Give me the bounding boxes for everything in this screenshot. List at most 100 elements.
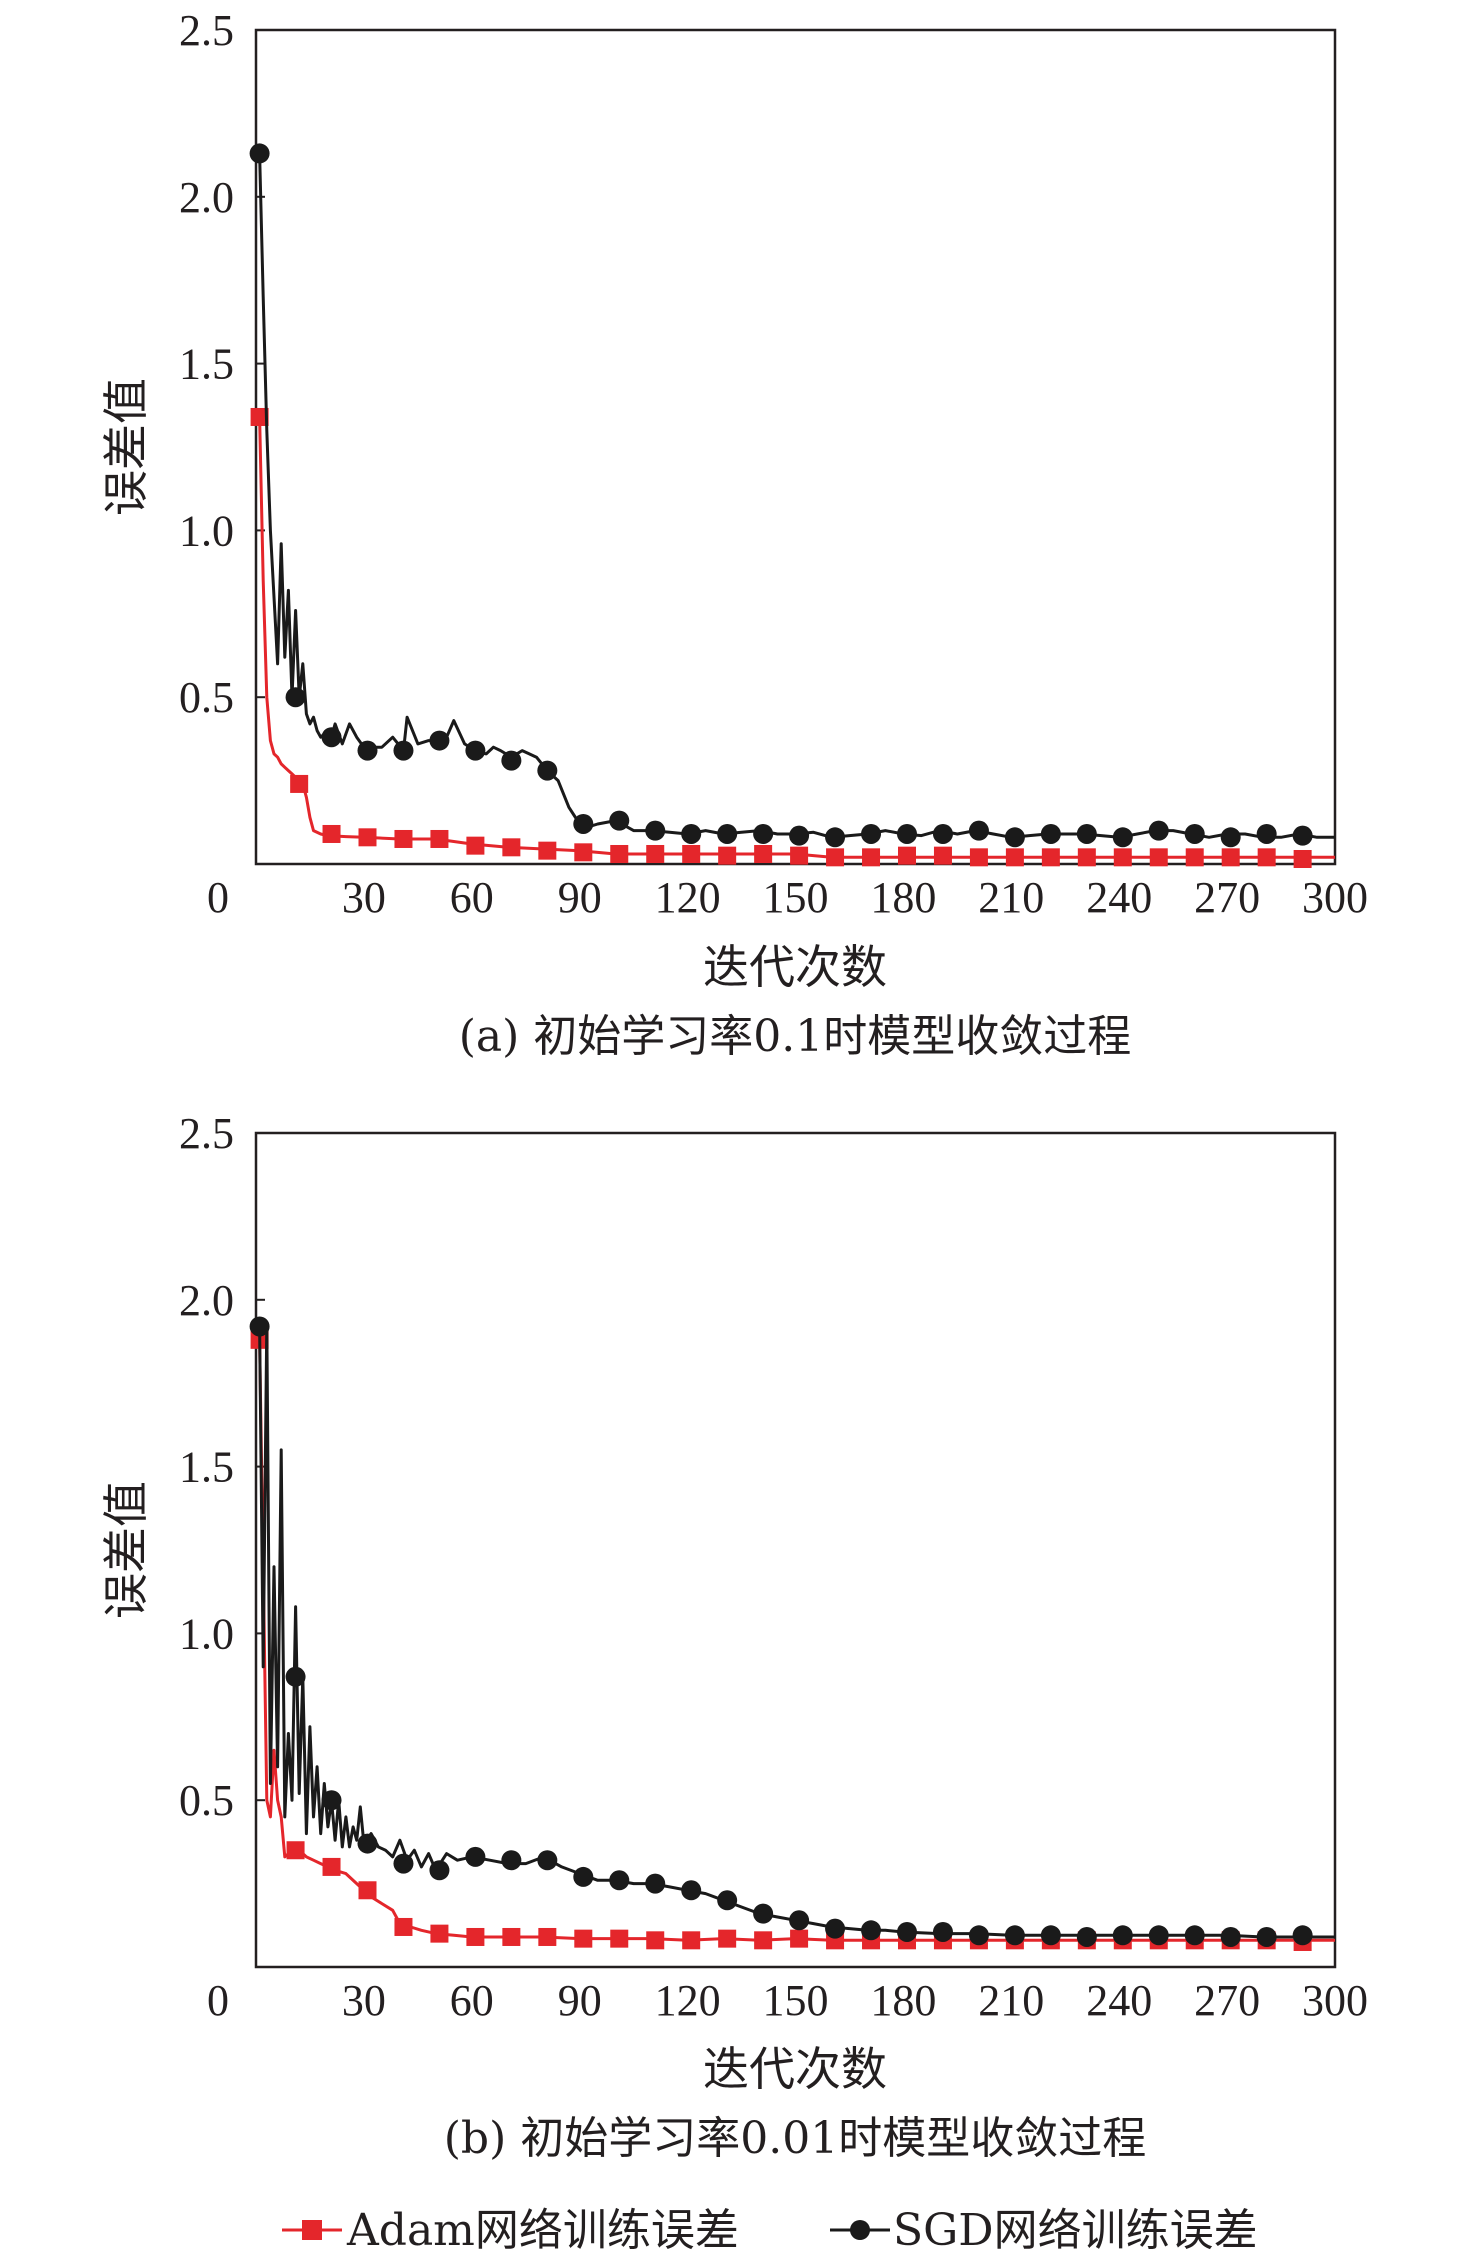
sgd-point-marker-b (861, 1920, 882, 1941)
adam-point-marker-a (574, 843, 593, 862)
series-line-sgd-b (258, 1321, 1335, 1939)
sgd-point-marker-b (896, 1921, 917, 1942)
series-line-adam-a (258, 416, 1335, 859)
adam-point-marker-a (754, 844, 773, 863)
xtick-label-a: 60 (450, 873, 494, 922)
adam-point-marker-b (718, 1929, 737, 1948)
sgd-point-marker-a (681, 823, 702, 844)
legend-adam-label: Adam网络训练误差 (346, 2205, 739, 2256)
adam-point-marker-a (1257, 848, 1276, 867)
series-line-adam-b (258, 1339, 1335, 1942)
xtick-label-a: 180 (870, 873, 936, 922)
adam-point-marker-a (358, 828, 377, 847)
adam-point-marker-a (502, 838, 521, 857)
xtick-label-b: 60 (450, 1976, 494, 2025)
series-line-sgd-a (258, 153, 1335, 839)
adam-point-marker-a (1005, 848, 1024, 867)
sgd-point-marker-b (1148, 1925, 1169, 1946)
sgd-point-marker-a (1112, 827, 1133, 848)
adam-point-marker-a (322, 824, 341, 843)
ytick-label-b: 0.5 (179, 1776, 234, 1825)
plot-area-b (254, 1131, 1337, 1969)
sgd-point-marker-a (825, 827, 846, 848)
sgd-point-marker-a (285, 687, 306, 708)
sgd-point-marker-a (789, 825, 810, 846)
legend: Adam网络训练误差 SGD网络训练误差 (282, 2205, 1258, 2256)
sgd-point-marker-b (285, 1666, 306, 1687)
adam-point-marker-a (718, 846, 737, 865)
xlabel-b: 迭代次数 (703, 2042, 887, 2096)
sgd-point-marker-b (465, 1846, 486, 1867)
sgd-point-marker-a (573, 813, 594, 834)
legend-sgd-marker (850, 2220, 870, 2240)
adam-point-marker-a (466, 836, 485, 855)
sgd-point-marker-a (1040, 823, 1061, 844)
ytick-label-b: 1.5 (179, 1443, 234, 1492)
xtick-label-a: 270 (1194, 873, 1260, 922)
adam-point-marker-a (1113, 848, 1132, 867)
sgd-point-marker-a (753, 823, 774, 844)
sgd-point-marker-b (609, 1870, 630, 1891)
adam-point-marker-a (538, 841, 557, 860)
caption-a: (a) 初始学习率0.1时模型收敛过程 (459, 1011, 1132, 1062)
xlabel-a: 迭代次数 (703, 940, 887, 994)
ytick-label-a: 2.5 (179, 6, 234, 55)
adam-point-marker-a (646, 844, 665, 863)
adam-point-marker-a (610, 844, 629, 863)
xtick-label-a: 150 (763, 873, 829, 922)
sgd-point-marker-b (393, 1853, 414, 1874)
sgd-point-marker-b (1184, 1925, 1205, 1946)
sgd-point-marker-a (1076, 823, 1097, 844)
xtick-label-b: 300 (1302, 1976, 1368, 2025)
sgd-point-marker-b (1112, 1925, 1133, 1946)
ytick-label-b: 2.0 (179, 1276, 234, 1325)
xtick-label-a: 0 (207, 873, 229, 922)
sgd-point-marker-b (753, 1903, 774, 1924)
xtick-label-b: 90 (558, 1976, 602, 2025)
adam-point-marker-b (466, 1927, 485, 1946)
sgd-point-marker-a (932, 823, 953, 844)
sgd-point-marker-a (429, 730, 450, 751)
sgd-point-marker-a (717, 823, 738, 844)
sgd-point-marker-b (645, 1873, 666, 1894)
xtick-label-b: 180 (870, 1976, 936, 2025)
sgd-point-marker-a (321, 727, 342, 748)
xtick-label-b: 150 (763, 1976, 829, 2025)
adam-point-marker-b (358, 1881, 377, 1900)
adam-point-marker-a (682, 844, 701, 863)
adam-point-marker-a (1221, 848, 1240, 867)
sgd-point-marker-a (1292, 825, 1313, 846)
sgd-point-marker-b (717, 1890, 738, 1911)
sgd-point-marker-a (465, 740, 486, 761)
xtick-label-b: 240 (1086, 1976, 1152, 2025)
xtick-label-b: 270 (1194, 1976, 1260, 2025)
xtick-label-b: 30 (342, 1976, 386, 2025)
xtick-label-b: 0 (207, 1976, 229, 2025)
adam-point-marker-a (790, 846, 809, 865)
sgd-point-marker-a (1004, 827, 1025, 848)
sgd-point-marker-b (789, 1910, 810, 1931)
sgd-point-marker-a (1148, 820, 1169, 841)
sgd-point-marker-b (1220, 1926, 1241, 1947)
adam-point-marker-b (790, 1929, 809, 1948)
sgd-point-marker-a (896, 823, 917, 844)
sgd-point-marker-b (321, 1790, 342, 1811)
ytick-label-a: 2.0 (179, 173, 234, 222)
adam-point-marker-a (250, 407, 269, 426)
sgd-point-marker-b (825, 1918, 846, 1939)
adam-point-marker-a (826, 848, 845, 867)
ytick-label-a: 1.0 (179, 506, 234, 555)
xtick-label-a: 300 (1302, 873, 1368, 922)
sgd-point-marker-b (501, 1850, 522, 1871)
adam-point-marker-b (430, 1924, 449, 1943)
adam-point-marker-a (933, 846, 952, 865)
chart-a: 误差值 迭代次数 (a) 初始学习率0.1时模型收敛过程 0 30 60 90 120 1… (99, 6, 1368, 1062)
adam-point-marker-b (574, 1929, 593, 1948)
adam-point-marker-b (502, 1927, 521, 1946)
xtick-label-a: 90 (558, 873, 602, 922)
adam-point-marker-a (969, 848, 988, 867)
xtick-label-a: 120 (655, 873, 721, 922)
series-layer-a: 0 30 60 90 120 150 180 210 240 270 300 0.5 1.0 1.5 2.0… (179, 6, 1368, 922)
ytick-label-a: 1.5 (179, 340, 234, 389)
